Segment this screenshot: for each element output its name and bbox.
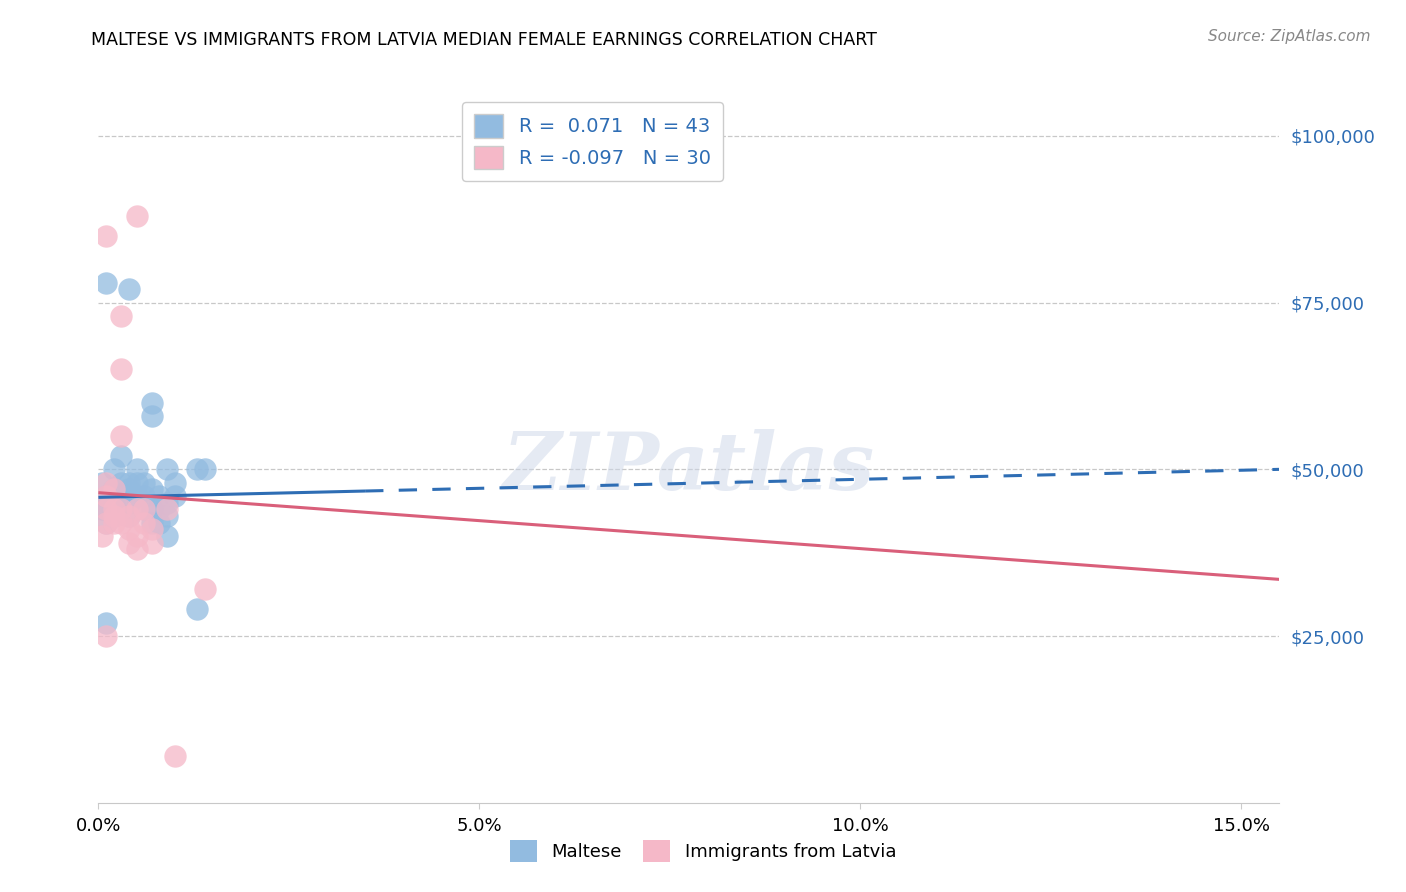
- Point: [103, 509, 125, 524]
- Point: [110, 429, 132, 443]
- Point: [163, 749, 186, 764]
- Point: [118, 509, 141, 524]
- Point: [94, 516, 117, 530]
- Text: Source: ZipAtlas.com: Source: ZipAtlas.com: [1208, 29, 1371, 44]
- Point: [186, 462, 208, 476]
- Point: [134, 516, 156, 530]
- Point: [141, 395, 163, 409]
- Point: [118, 282, 141, 296]
- Point: [110, 309, 132, 323]
- Point: [134, 489, 156, 503]
- Point: [156, 502, 179, 516]
- Text: MALTESE VS IMMIGRANTS FROM LATVIA MEDIAN FEMALE EARNINGS CORRELATION CHART: MALTESE VS IMMIGRANTS FROM LATVIA MEDIAN…: [91, 31, 877, 49]
- Point: [91, 502, 114, 516]
- Point: [125, 489, 148, 503]
- Point: [110, 502, 132, 516]
- Point: [103, 462, 125, 476]
- Point: [110, 489, 132, 503]
- Point: [156, 496, 179, 510]
- Point: [103, 502, 125, 516]
- Point: [148, 502, 170, 516]
- Legend: R =  0.071   N = 43, R = -0.097   N = 30: R = 0.071 N = 43, R = -0.097 N = 30: [463, 103, 723, 181]
- Point: [103, 509, 125, 524]
- Point: [110, 362, 132, 376]
- Point: [194, 582, 217, 597]
- Point: [141, 409, 163, 423]
- Point: [118, 483, 141, 497]
- Point: [118, 535, 141, 549]
- Point: [110, 516, 132, 530]
- Point: [118, 496, 141, 510]
- Point: [141, 502, 163, 516]
- Point: [125, 529, 148, 543]
- Point: [125, 502, 148, 516]
- Point: [118, 475, 141, 490]
- Point: [141, 535, 163, 549]
- Point: [110, 449, 132, 463]
- Point: [94, 629, 117, 643]
- Point: [94, 276, 117, 290]
- Point: [103, 516, 125, 530]
- Point: [94, 502, 117, 516]
- Point: [156, 462, 179, 476]
- Point: [118, 509, 141, 524]
- Point: [141, 522, 163, 536]
- Point: [91, 475, 114, 490]
- Point: [118, 522, 141, 536]
- Point: [94, 489, 117, 503]
- Point: [141, 483, 163, 497]
- Point: [110, 502, 132, 516]
- Point: [148, 516, 170, 530]
- Point: [94, 502, 117, 516]
- Point: [94, 475, 117, 490]
- Point: [134, 475, 156, 490]
- Point: [163, 489, 186, 503]
- Point: [186, 602, 208, 616]
- Point: [148, 489, 170, 503]
- Point: [94, 615, 117, 630]
- Point: [91, 529, 114, 543]
- Point: [156, 529, 179, 543]
- Point: [103, 483, 125, 497]
- Legend: Maltese, Immigrants from Latvia: Maltese, Immigrants from Latvia: [502, 833, 904, 870]
- Point: [125, 462, 148, 476]
- Point: [110, 475, 132, 490]
- Point: [103, 496, 125, 510]
- Text: ZIPatlas: ZIPatlas: [503, 429, 875, 506]
- Point: [103, 483, 125, 497]
- Point: [194, 462, 217, 476]
- Point: [156, 509, 179, 524]
- Point: [125, 475, 148, 490]
- Point: [134, 502, 156, 516]
- Point: [94, 489, 117, 503]
- Point: [94, 228, 117, 243]
- Point: [125, 542, 148, 557]
- Point: [141, 516, 163, 530]
- Point: [134, 502, 156, 516]
- Point: [125, 209, 148, 223]
- Point: [163, 475, 186, 490]
- Point: [94, 516, 117, 530]
